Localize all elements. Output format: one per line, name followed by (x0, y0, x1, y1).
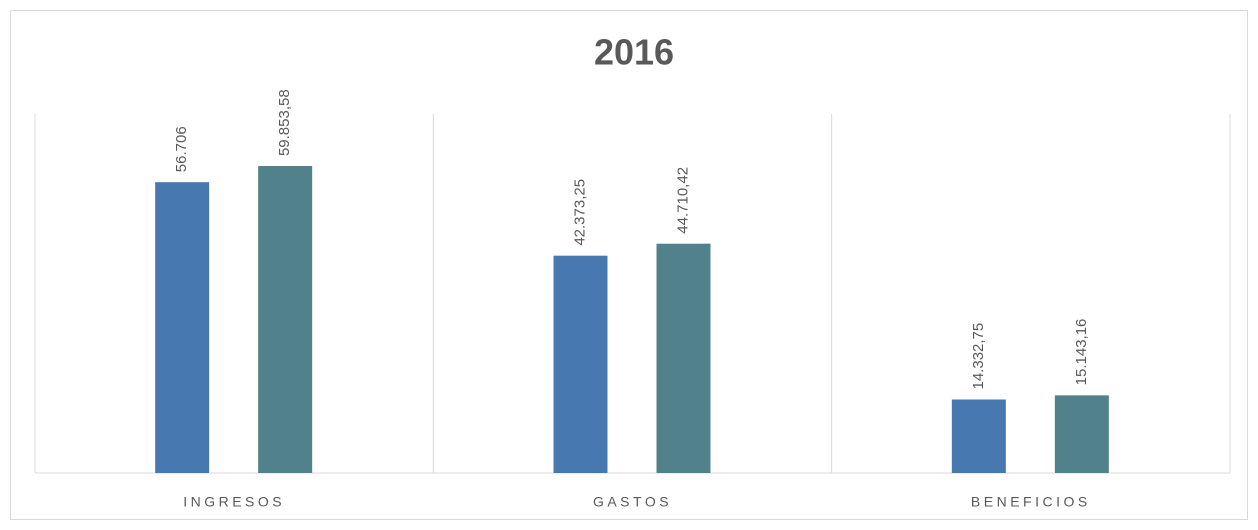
x-tick-label: INGRESOS (183, 494, 285, 510)
data-label: 14.332,75 (970, 323, 987, 390)
bar (656, 243, 711, 473)
bar (553, 255, 608, 473)
bar (1054, 395, 1109, 473)
data-label: 15.143,16 (1073, 319, 1090, 386)
x-tick-label: BENEFICIOS (971, 494, 1091, 510)
x-tick-label: GASTOS (593, 494, 672, 510)
bar (258, 166, 313, 474)
chart-title: 2016 (594, 32, 674, 73)
bar (951, 399, 1006, 473)
bar (155, 182, 210, 473)
data-label: 59.853,58 (276, 89, 293, 156)
data-label: 56.706 (173, 126, 190, 172)
data-label: 42.373,25 (571, 179, 588, 246)
chart-border (10, 10, 1248, 520)
data-label: 44.710,42 (674, 167, 691, 234)
